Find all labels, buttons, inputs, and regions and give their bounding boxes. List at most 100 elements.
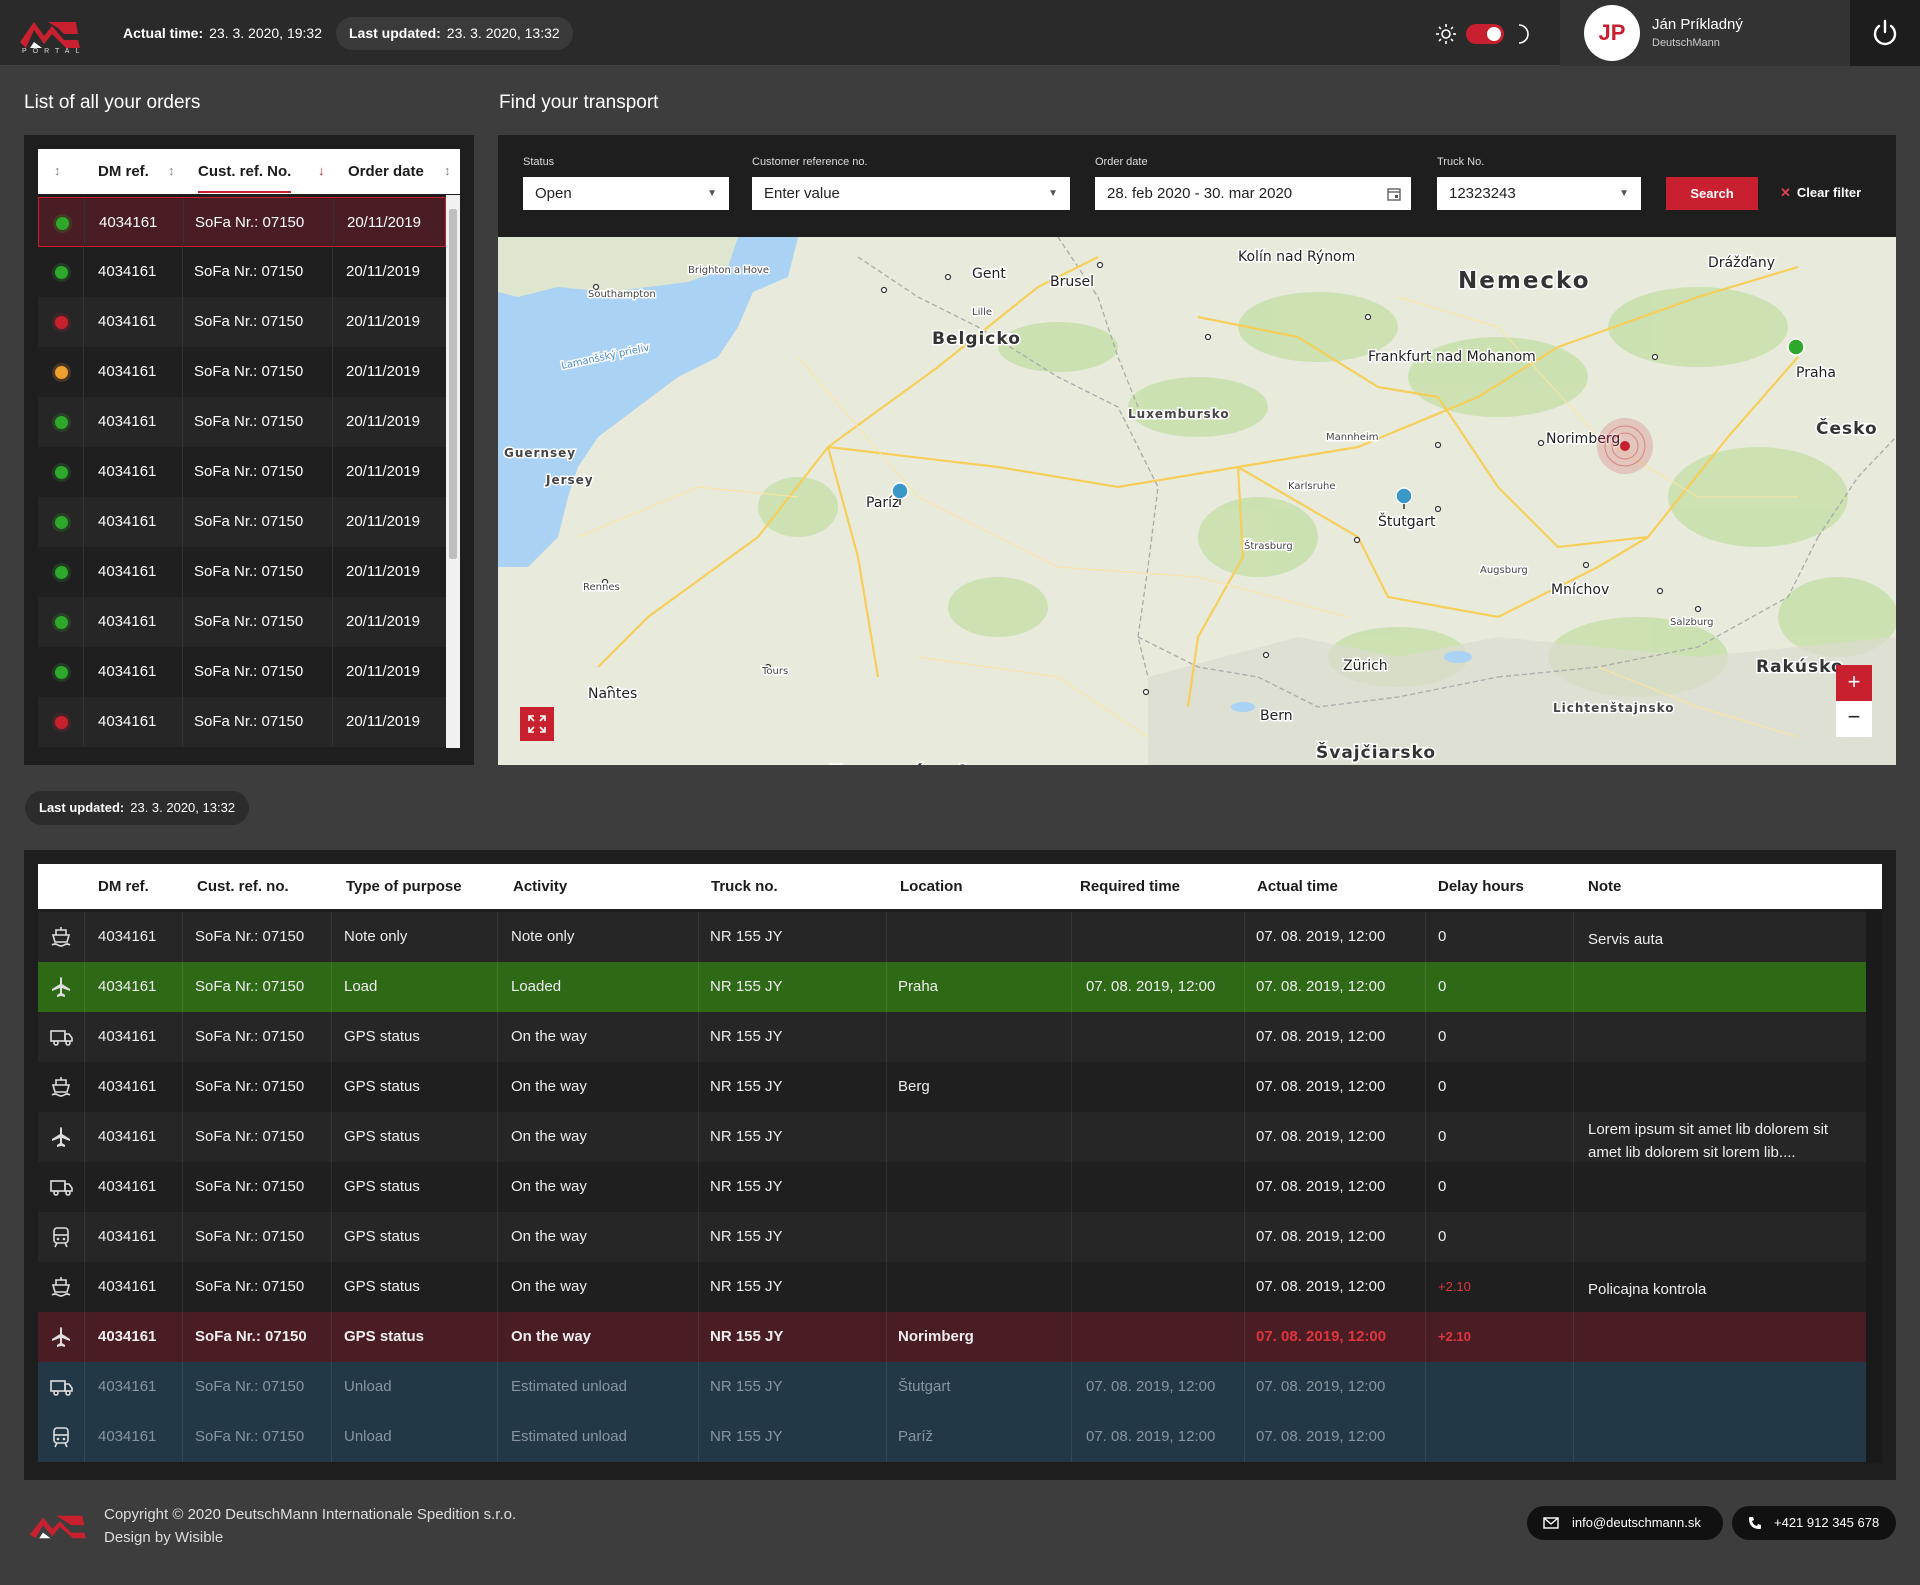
activity-row[interactable]: 4034161 SoFa Nr.: 07150 Unload Estimated un… [38,1362,1866,1412]
activity-row[interactable]: 4034161 SoFa Nr.: 07150 GPS status On the w… [38,1212,1866,1262]
map-label: Praha [1796,365,1836,381]
map[interactable]: Nemecko Belgicko Luxembursko Francúzsko Švaj… [498,237,1896,765]
column-truck[interactable]: Truck no. [711,878,778,895]
order-row[interactable]: 4034161 SoFa Nr.: 07150 20/11/2019 [38,197,446,248]
activity-actual-time: 07. 08. 2019, 12:00 [1256,978,1386,995]
order-row[interactable]: 4034161 SoFa Nr.: 07150 20/11/2019 [38,697,446,747]
status-dot [55,566,68,579]
activity-cust-ref: SoFa Nr.: 07150 [195,1378,305,1395]
activity-row[interactable]: 4034161 SoFa Nr.: 07150 Note only Note only… [38,912,1866,962]
activity-actual-time: 07. 08. 2019, 12:00 [1256,1328,1387,1345]
search-button[interactable]: Search [1666,177,1758,210]
column-type[interactable]: Type of purpose [346,878,462,895]
order-row[interactable]: 4034161 SoFa Nr.: 07150 20/11/2019 [38,297,446,347]
map-canvas[interactable]: Nemecko Belgicko Luxembursko Francúzsko Švaj… [498,237,1896,765]
column-dm-ref[interactable]: DM ref. [98,878,149,895]
sort-desc-icon[interactable]: ↓ [318,163,325,178]
activity-scrollbar[interactable] [1866,910,1882,1463]
column-divider [331,1162,332,1212]
status-select[interactable]: Open ▼ [523,177,729,210]
activity-row[interactable]: 4034161 SoFa Nr.: 07150 GPS status On the w… [38,1062,1866,1112]
user-name: Ján Príkladný [1652,16,1743,33]
actual-time-label: Actual time: [123,25,204,41]
order-row[interactable]: 4034161 SoFa Nr.: 07150 20/11/2019 [38,397,446,447]
order-row[interactable]: 4034161 SoFa Nr.: 07150 20/11/2019 [38,547,446,597]
truck-select[interactable]: 12323243 ▼ [1437,177,1641,210]
activity-row[interactable]: 4034161 SoFa Nr.: 07150 GPS status On the w… [38,1262,1866,1312]
activity-row[interactable]: 4034161 SoFa Nr.: 07150 GPS status On the w… [38,1312,1866,1362]
theme-toggle[interactable] [1466,24,1504,44]
column-divider [84,1412,85,1462]
column-dm-ref[interactable]: DM ref. [98,163,149,180]
column-divider [1071,1162,1072,1212]
clear-filter-button[interactable]: ✕ Clear filter [1780,185,1861,201]
column-location[interactable]: Location [900,878,963,895]
activity-row[interactable]: 4034161 SoFa Nr.: 07150 GPS status On the w… [38,1162,1866,1212]
map-label: Bern [1260,708,1293,724]
email-link[interactable]: info@deutschmann.sk [1527,1506,1723,1540]
email-text: info@deutschmann.sk [1572,1515,1701,1530]
activity-activity: On the way [511,1228,587,1245]
column-divider [332,397,333,447]
column-note[interactable]: Note [1588,878,1622,895]
fullscreen-button[interactable] [520,707,554,741]
map-label: Brusel [1050,274,1094,290]
order-row[interactable]: 4034161 SoFa Nr.: 07150 20/11/2019 [38,597,446,647]
logout-button[interactable] [1850,0,1920,66]
scroll-thumb[interactable] [449,209,457,559]
zoom-out-button[interactable]: − [1836,701,1872,737]
map-label: Švajčiarsko [1316,741,1436,763]
activity-required-time: 07. 08. 2019, 12:00 [1086,978,1216,995]
column-delay[interactable]: Delay hours [1438,878,1524,895]
column-divider [182,597,183,647]
column-cust-ref[interactable]: Cust. ref. no. [197,878,289,895]
activity-row[interactable]: 4034161 SoFa Nr.: 07150 Load Loaded NR 155 J… [38,962,1866,1012]
column-divider [1573,1112,1574,1162]
deutschmann-logo[interactable] [18,14,82,56]
activity-truck: NR 155 JY [710,1328,784,1345]
activity-row[interactable]: 4034161 SoFa Nr.: 07150 GPS status On the w… [38,1012,1866,1062]
orders-table-header: ↕ DM ref. ↕ Cust. ref. No. ↓ Order date … [38,149,460,194]
column-divider [886,1212,887,1262]
column-cust-ref[interactable]: Cust. ref. No. [198,163,292,193]
user-profile[interactable]: JP Ján Príkladný DeutschMann [1560,0,1850,66]
custref-select[interactable]: Enter value ▼ [752,177,1070,210]
orderdate-input[interactable]: 28. feb 2020 - 30. mar 2020 [1095,177,1411,210]
order-cust-ref: SoFa Nr.: 07150 [194,413,304,430]
activity-row[interactable]: 4034161 SoFa Nr.: 07150 GPS status On the w… [38,1112,1866,1162]
map-marker-prague[interactable] [1787,338,1805,356]
column-required-time[interactable]: Required time [1080,878,1181,895]
map-marker-nuremberg[interactable] [1597,418,1653,474]
order-row[interactable]: 4034161 SoFa Nr.: 07150 20/11/2019 [38,497,446,547]
activity-actual-time: 07. 08. 2019, 12:00 [1256,1278,1386,1295]
column-divider [182,297,183,347]
order-row[interactable]: 4034161 SoFa Nr.: 07150 20/11/2019 [38,647,446,697]
phone-link[interactable]: +421 912 345 678 [1732,1506,1896,1540]
column-divider [1573,1412,1574,1462]
column-divider [332,297,333,347]
sort-icon[interactable]: ↕ [168,163,175,178]
order-row[interactable]: 4034161 SoFa Nr.: 07150 20/11/2019 [38,447,446,497]
column-divider [182,397,183,447]
sort-icon[interactable]: ↕ [444,163,451,178]
column-divider [497,912,498,962]
orders-scrollbar[interactable] [446,195,460,748]
order-row[interactable]: 4034161 SoFa Nr.: 07150 20/11/2019 [38,347,446,397]
column-divider [1573,1312,1574,1362]
activity-delay: +2.10 [1438,1279,1471,1294]
activity-actual-time: 07. 08. 2019, 12:00 [1256,1178,1386,1195]
column-order-date[interactable]: Order date [348,163,424,180]
activity-dm-ref: 4034161 [98,1378,157,1395]
zoom-in-button[interactable]: + [1836,665,1872,701]
sort-icon[interactable]: ↕ [54,163,61,178]
column-divider [1244,1262,1245,1312]
column-actual-time[interactable]: Actual time [1257,878,1338,895]
map-marker-stuttgart[interactable] [1395,487,1413,509]
activity-row[interactable]: 4034161 SoFa Nr.: 07150 Unload Estimated un… [38,1412,1866,1462]
map-marker-paris[interactable] [891,482,909,505]
column-activity[interactable]: Activity [513,878,568,895]
map-label: Belgicko [932,329,1021,349]
activity-activity: On the way [511,1328,592,1345]
activity-activity: Estimated unload [511,1428,627,1445]
order-row[interactable]: 4034161 SoFa Nr.: 07150 20/11/2019 [38,247,446,297]
